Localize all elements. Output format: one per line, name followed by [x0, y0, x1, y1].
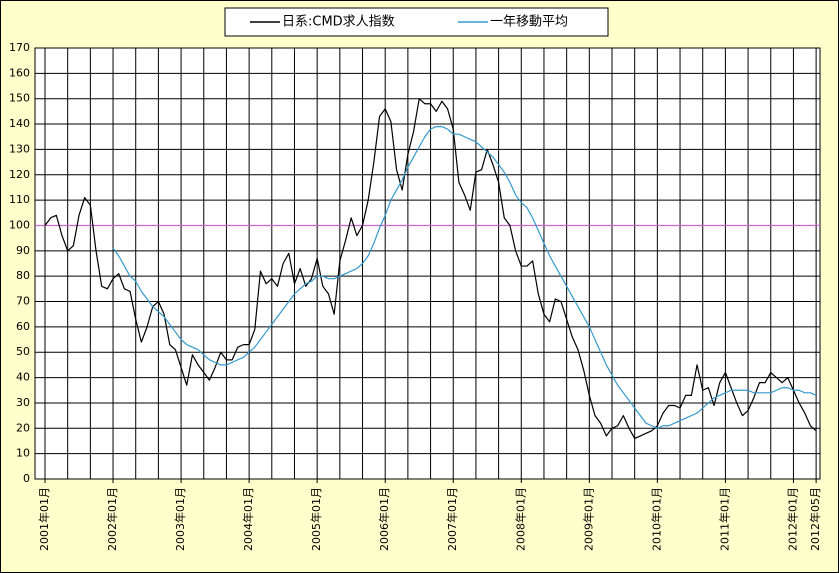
x-tick-label: 2009年01月 [581, 487, 595, 551]
y-tick-label: 80 [16, 269, 30, 282]
y-tick-label: 100 [9, 218, 30, 231]
plot-area [34, 47, 821, 480]
x-tick-label: 2011年01月 [717, 487, 731, 551]
y-tick-label: 10 [16, 447, 30, 460]
y-tick-label: 90 [16, 244, 30, 257]
x-tick-label: 2012年05月 [808, 487, 822, 551]
legend [224, 7, 609, 37]
marks [35, 98, 820, 440]
y-tick-label: 110 [9, 193, 30, 206]
y-tick-label: 40 [16, 371, 30, 384]
y-tick-label: 50 [16, 345, 30, 358]
y-tick-label: 70 [16, 295, 30, 308]
y-tick-label: 130 [9, 142, 30, 155]
y-tick-label: 160 [9, 66, 30, 79]
y-tick-label: 60 [16, 320, 30, 333]
legend-label: 一年移動平均 [490, 15, 568, 30]
y-tick-label: 140 [9, 117, 30, 130]
legend-label: 日系:CMD求人指数 [282, 15, 395, 30]
series-line [44, 98, 817, 440]
y-tick-label: 150 [9, 92, 30, 105]
x-tick-label: 2006年01月 [377, 487, 391, 551]
x-tick-label: 2002年01月 [105, 487, 119, 551]
x-tick-label: 2003年01月 [173, 487, 187, 551]
y-tick-label: 30 [16, 396, 30, 409]
labels: 0 10 20 30 40 50 60 70 80 90 100 110 120 130 140 150 160… [9, 41, 822, 551]
y-tick-label: 170 [9, 41, 30, 54]
x-tick-label: 2001年01月 [37, 487, 51, 551]
x-tick-label: 2007年01月 [445, 487, 459, 551]
y-tick-label: 20 [16, 421, 30, 434]
x-tick-label: 2012年01月 [785, 487, 799, 551]
x-tick-label: 2008年01月 [513, 487, 527, 551]
x-tick-label: 2004年01月 [241, 487, 255, 551]
series-line [112, 125, 817, 429]
x-tick-label: 2010年01月 [649, 487, 663, 551]
y-tick-label: 0 [23, 472, 30, 485]
grid [35, 47, 820, 483]
x-tick-label: 2005年01月 [309, 487, 323, 551]
y-tick-label: 120 [9, 168, 30, 181]
legend-entries: 日系:CMD求人指数 一年移動平均 [250, 15, 568, 30]
